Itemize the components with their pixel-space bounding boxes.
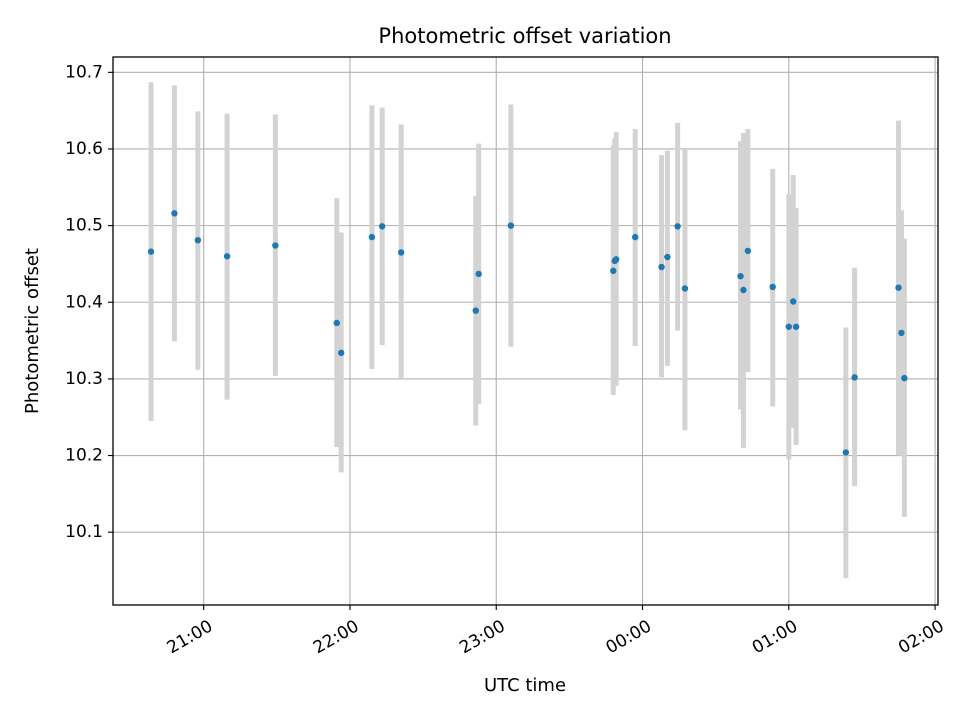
data-point <box>368 233 376 241</box>
data-point <box>744 247 752 255</box>
x-axis-label: UTC time <box>484 675 566 696</box>
data-point <box>898 329 905 337</box>
data-point <box>895 284 902 291</box>
data-point <box>789 298 797 305</box>
data-points <box>147 210 908 456</box>
data-point <box>664 253 671 261</box>
grid-lines <box>113 57 938 605</box>
data-point <box>740 286 747 294</box>
data-point <box>472 307 479 314</box>
data-point <box>223 253 231 260</box>
data-point <box>785 323 792 330</box>
data-point <box>147 248 155 255</box>
data-point <box>674 223 681 230</box>
y-tick-label: 10.1 <box>65 522 103 542</box>
data-point <box>632 233 639 241</box>
data-point <box>681 285 689 292</box>
data-point <box>658 263 665 271</box>
y-tick-label: 10.3 <box>65 369 103 389</box>
data-point <box>842 449 850 456</box>
data-point <box>397 249 405 256</box>
data-point <box>769 283 776 291</box>
data-point <box>851 374 858 381</box>
y-tick-label: 10.7 <box>65 62 103 82</box>
data-point <box>337 349 345 357</box>
data-point <box>171 210 178 217</box>
plot-background <box>113 57 938 605</box>
data-point <box>507 222 515 229</box>
data-point <box>901 374 908 382</box>
axes-frame <box>112 56 939 606</box>
data-point <box>378 223 386 230</box>
data-point <box>612 256 620 263</box>
y-tick-label: 10.4 <box>65 292 103 312</box>
data-point <box>737 273 744 280</box>
data-point <box>272 242 279 249</box>
y-tick-label: 10.5 <box>65 216 103 236</box>
y-tick-label: 10.2 <box>65 446 103 466</box>
data-point <box>475 270 482 278</box>
y-tick-label: 10.6 <box>65 139 103 159</box>
data-point <box>792 323 800 330</box>
y-axis-ticks: 10.1 10.2 10.3 10.4 10.5 10.6 10.7 <box>65 62 113 542</box>
y-axis-label: Photometric offset <box>22 248 43 414</box>
data-point <box>333 319 341 327</box>
chart-title: Photometric offset variation <box>378 24 671 48</box>
data-point <box>610 267 617 275</box>
plot-area: 21:00 22:00 23:00 00:00 01:00 02:00 10.110.21… <box>65 56 948 658</box>
data-point <box>194 236 202 244</box>
